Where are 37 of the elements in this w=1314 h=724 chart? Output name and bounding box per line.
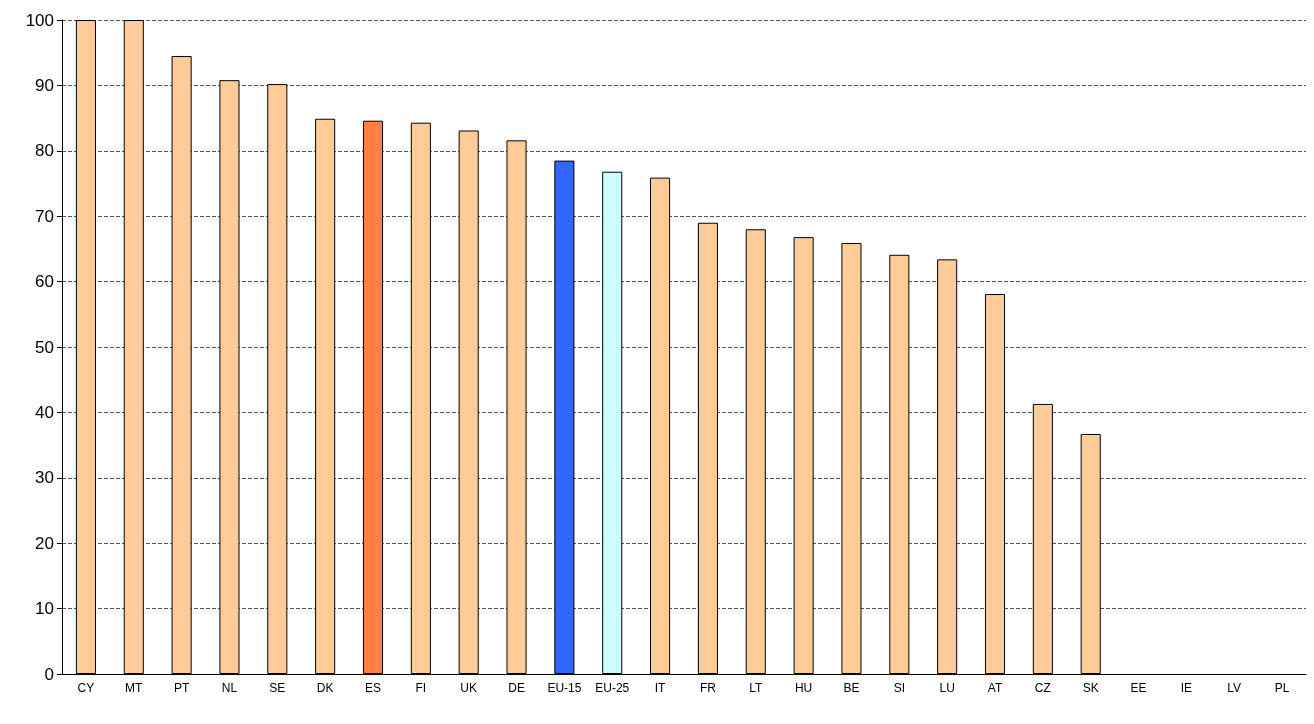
y-tick-label: 50 — [35, 337, 54, 357]
x-tick-label: PT — [173, 681, 190, 695]
x-tick-label: IT — [654, 681, 667, 695]
y-tick-label: 100 — [25, 10, 54, 30]
x-tick-label: FR — [699, 681, 717, 695]
x-tick-label: EU-15 — [547, 681, 582, 695]
x-tick-label: IE — [1180, 681, 1193, 695]
y-tick-label: 40 — [35, 402, 54, 422]
x-tick-label: LT — [749, 681, 763, 695]
x-tick-label: LU — [939, 681, 955, 695]
x-tick-label: HU — [794, 681, 813, 695]
y-tick-label: 0 — [44, 664, 54, 684]
x-tick-label: FI — [415, 681, 427, 695]
x-tick-label: NL — [221, 681, 238, 695]
x-tick-label: SI — [893, 681, 905, 695]
y-tick-label: 10 — [35, 599, 54, 619]
x-tick-label: AT — [987, 681, 1003, 695]
x-tick-label: DE — [508, 681, 525, 695]
x-tick-label: EU-25 — [595, 681, 630, 695]
x-tick-label: ES — [364, 681, 382, 695]
y-tick-label: 60 — [35, 272, 54, 292]
x-tick-label: PL — [1274, 681, 1290, 695]
x-tick-label: EE — [1130, 681, 1147, 695]
y-tick-label: 90 — [35, 75, 54, 95]
x-tick-label: SE — [269, 681, 286, 695]
y-tick-label: 30 — [35, 468, 54, 488]
x-tick-label: BE — [843, 681, 860, 695]
x-tick-label: UK — [460, 681, 478, 695]
x-tick-label: CZ — [1034, 681, 1051, 695]
y-tick-label: 80 — [35, 141, 54, 161]
y-tick-label: 20 — [35, 533, 54, 553]
y-tick-label: 70 — [35, 206, 54, 226]
x-tick-label: DK — [316, 681, 334, 695]
x-tick-label: CY — [77, 681, 95, 695]
x-tick-label: SK — [1082, 681, 1099, 695]
x-tick-label: LV — [1227, 681, 1242, 695]
x-tick-label: MT — [125, 681, 144, 695]
